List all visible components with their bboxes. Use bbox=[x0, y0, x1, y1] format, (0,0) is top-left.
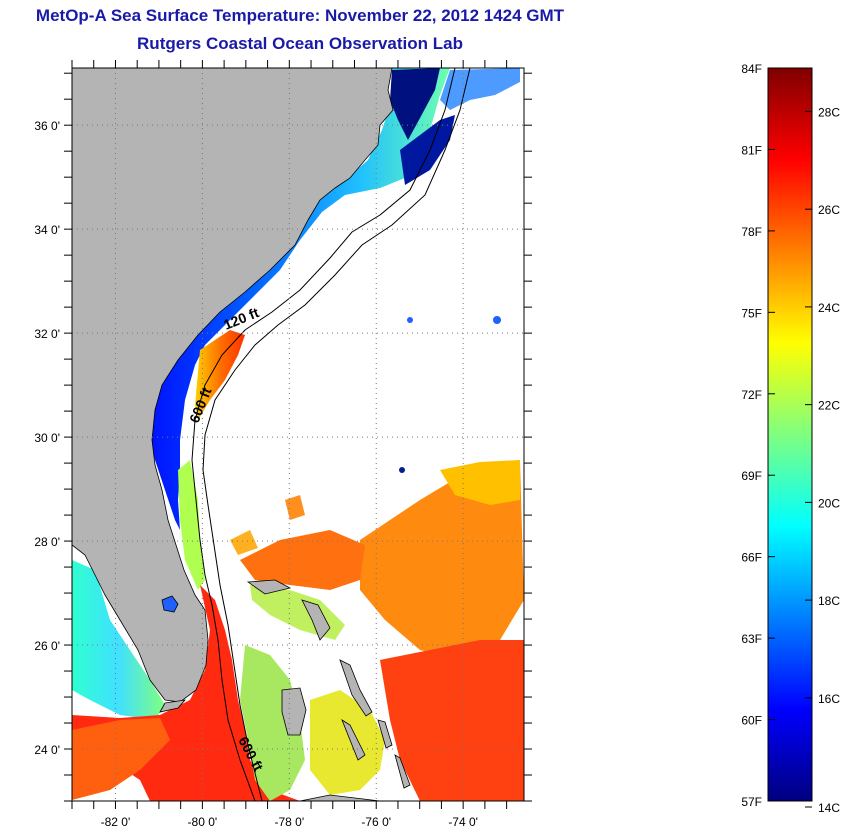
colorbar-c-label: 28C bbox=[818, 105, 840, 119]
colorbar-c-label: 18C bbox=[818, 594, 840, 608]
gulf-stream-orange bbox=[72, 718, 170, 800]
colorbar-f-label: 75F bbox=[741, 306, 762, 320]
colorbar-c-label: 20C bbox=[818, 496, 840, 510]
lat-tick-label: 28 0' bbox=[34, 535, 60, 549]
lon-tick-label: -78 0' bbox=[274, 815, 304, 829]
colorbar-f-label: 66F bbox=[741, 551, 762, 565]
colorbar-c-label: 16C bbox=[818, 692, 840, 706]
colorbar-f-label: 81F bbox=[741, 143, 762, 157]
blue-speck-1 bbox=[407, 317, 413, 323]
colorbar-celsius-labels: 28C 26C 24C 22C 20C 18C 16C 14C bbox=[818, 105, 840, 815]
colorbar-f-label: 57F bbox=[741, 795, 762, 809]
colorbar-f-label: 78F bbox=[741, 225, 762, 239]
florida-keys bbox=[159, 699, 187, 713]
offshore-warm-south bbox=[380, 640, 524, 801]
cold-patch-mid bbox=[400, 115, 455, 185]
colorbar: 84F 81F 78F 75F 72F 69F 66F 63F 60F 57F 28C 26C 24C… bbox=[741, 62, 840, 815]
fl-east-coast-strip bbox=[178, 460, 205, 590]
coastal-cold-water bbox=[148, 68, 450, 530]
colorbar-f-label: 84F bbox=[741, 62, 762, 76]
longitude-labels: -82 0' -80 0' -78 0' -76 0' -74 0' bbox=[101, 815, 478, 829]
contour-600ft bbox=[202, 68, 471, 801]
lat-tick-label: 36 0' bbox=[34, 119, 60, 133]
blue-speck-2 bbox=[493, 316, 501, 324]
lat-tick-label: 24 0' bbox=[34, 743, 60, 757]
cuba-edge bbox=[299, 794, 381, 801]
colorbar-f-label: 60F bbox=[741, 714, 762, 728]
land-layer bbox=[72, 68, 411, 801]
us-east-coast-land bbox=[72, 68, 394, 703]
lake-okeechobee bbox=[161, 595, 179, 613]
blue-speck-3 bbox=[399, 467, 405, 473]
warm-patch-2 bbox=[230, 530, 258, 555]
colorbar-c-label: 14C bbox=[818, 801, 840, 815]
andros bbox=[281, 687, 307, 736]
map-subtitle: Rutgers Coastal Ocean Observation Lab bbox=[137, 34, 463, 53]
offshore-warm-mid bbox=[240, 530, 365, 590]
warm-band-32n bbox=[195, 330, 245, 420]
abaco bbox=[301, 599, 331, 641]
lat-tick-label: 32 0' bbox=[34, 327, 60, 341]
colorbar-f-label: 69F bbox=[741, 469, 762, 483]
gulf-west-florida bbox=[72, 560, 165, 720]
warm-patch-1 bbox=[285, 495, 305, 520]
offshore-warm-east bbox=[360, 462, 524, 660]
graticule bbox=[72, 68, 524, 801]
map-area: 120 ft 600 ft 600 ft bbox=[72, 68, 524, 801]
colorbar-c-label: 22C bbox=[818, 399, 840, 413]
colorbar-f-label: 72F bbox=[741, 388, 762, 402]
colorbar-c-label: 26C bbox=[818, 203, 840, 217]
lat-tick-label: 30 0' bbox=[34, 431, 60, 445]
sst-data-layer bbox=[72, 68, 524, 801]
colorbar-fahrenheit-labels: 84F 81F 78F 75F 72F 69F 66F 63F 60F 57F bbox=[741, 62, 762, 809]
offshore-yellow bbox=[440, 460, 520, 505]
colorbar-gradient bbox=[767, 67, 813, 802]
lon-tick-label: -76 0' bbox=[361, 815, 391, 829]
colorbar-f-label: 63F bbox=[741, 632, 762, 646]
eleuthera bbox=[339, 659, 373, 717]
light-blue-north bbox=[440, 68, 520, 110]
latitude-labels: 36 0' 34 0' 32 0' 30 0' 28 0' 26 0' 24 0' bbox=[34, 119, 60, 757]
map-title: MetOp-A Sea Surface Temperature: Novembe… bbox=[35, 6, 565, 25]
bathymetry-contours bbox=[191, 68, 471, 801]
lon-tick-label: -82 0' bbox=[101, 815, 131, 829]
cat-island bbox=[377, 719, 393, 749]
exuma bbox=[341, 719, 366, 761]
lat-tick-label: 26 0' bbox=[34, 639, 60, 653]
lon-tick-label: -80 0' bbox=[188, 815, 218, 829]
grand-bahama bbox=[246, 579, 292, 595]
long-island-bahamas bbox=[394, 754, 411, 789]
colorbar-ticks bbox=[768, 67, 812, 808]
lon-tick-label: -74 0' bbox=[448, 815, 478, 829]
bahamas-bank-green bbox=[240, 645, 305, 801]
map-frame bbox=[71, 67, 525, 802]
map-tick-marks bbox=[64, 60, 532, 809]
cold-patch-north bbox=[390, 68, 440, 140]
colorbar-c-label: 24C bbox=[818, 301, 840, 315]
lat-tick-label: 34 0' bbox=[34, 223, 60, 237]
contour-120ft bbox=[191, 68, 456, 801]
